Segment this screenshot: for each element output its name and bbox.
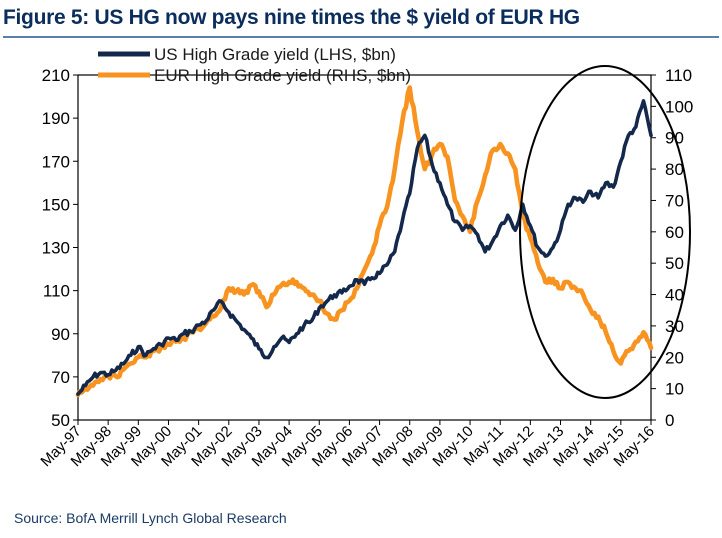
left-y-tick-label: 190 <box>42 109 70 128</box>
highlight-ellipse <box>519 65 691 399</box>
right-y-tick-label: 20 <box>665 348 684 367</box>
right-y-tick-label: 0 <box>665 411 674 430</box>
left-y-tick-label: 210 <box>42 66 70 85</box>
x-axis: May-97May-98May-99May-00May-01May-02May-… <box>37 420 658 470</box>
left-y-tick-label: 90 <box>51 325 70 344</box>
eur-legend-label: EUR High Grade yield (RHS, $bn) <box>154 66 411 85</box>
figure-title: Figure 5: US HG now pays nine times the … <box>3 6 719 38</box>
right-y-tick-label: 60 <box>665 223 684 242</box>
us-series-line <box>76 99 653 396</box>
plot-border <box>77 74 652 421</box>
annotation-layer <box>519 65 691 399</box>
right-y-tick-label: 10 <box>665 380 684 399</box>
eur-series-line <box>75 85 654 398</box>
left-y-axis: 50 70 90 110 130 150 170 190 210 <box>42 66 78 430</box>
left-y-tick-label: 150 <box>42 195 70 214</box>
left-y-tick-label: 170 <box>42 152 70 171</box>
left-y-tick-label: 110 <box>43 282 70 301</box>
right-y-tick-label: 70 <box>665 191 684 210</box>
left-y-tick-label: 70 <box>51 368 70 387</box>
series-layer <box>75 85 654 398</box>
right-y-tick-label: 40 <box>665 286 684 305</box>
right-y-tick-label: 50 <box>665 254 684 273</box>
source-note: Source: BofA Merrill Lynch Global Resear… <box>14 510 287 526</box>
left-y-tick-label: 130 <box>42 239 70 258</box>
legend: US High Grade yield (LHS, $bn) EUR High G… <box>98 45 411 85</box>
plot-area <box>77 74 652 421</box>
us-legend-label: US High Grade yield (LHS, $bn) <box>154 45 396 64</box>
left-y-tick-label: 50 <box>51 411 70 430</box>
right-y-tick-label: 80 <box>665 160 684 179</box>
right-y-tick-label: 110 <box>665 66 692 85</box>
right-y-tick-label: 100 <box>665 97 693 116</box>
